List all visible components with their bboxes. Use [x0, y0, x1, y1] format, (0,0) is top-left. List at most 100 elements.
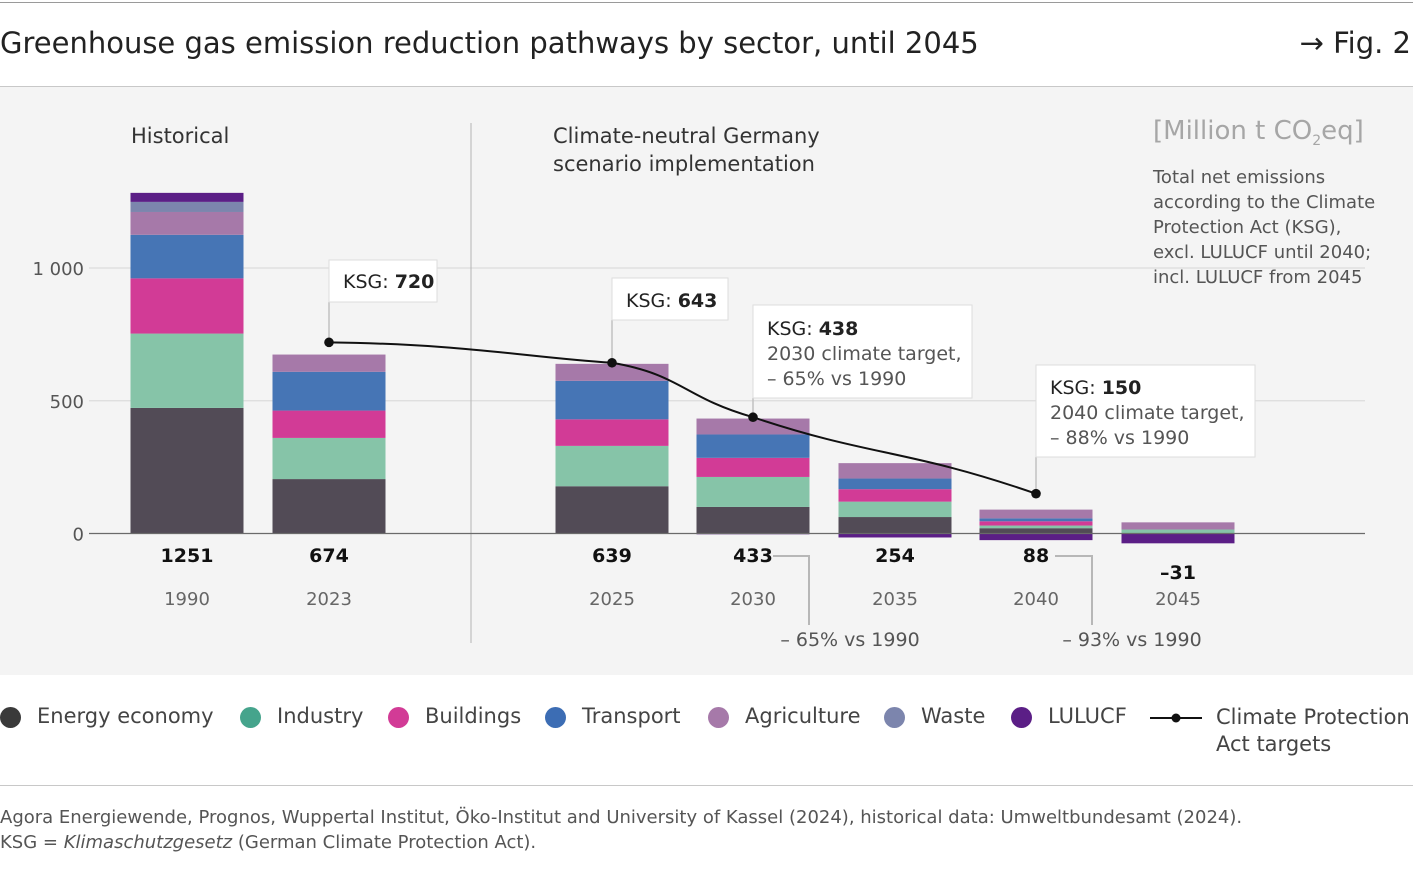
bar-2040-transport — [979, 518, 1093, 522]
note-line-5: incl. LULUCF from 2045 — [1153, 267, 1362, 288]
bar-1990-industry — [130, 333, 244, 408]
note-line-3: Protection Act (KSG), — [1153, 217, 1341, 238]
energy-economy-swatch-icon — [0, 707, 21, 728]
scenario-label-line2: scenario implementation — [553, 152, 815, 176]
reduction-label-2040: – 93% vs 1990 — [1062, 629, 1201, 651]
legend-label-lulucf: LULUCF — [1048, 704, 1127, 728]
legend-label-buildings: Buildings — [425, 704, 522, 728]
total-label-2023: 674 — [309, 545, 349, 567]
legend: Energy economy Industry Buildings Transp… — [0, 704, 1413, 764]
y-tick-label: 500 — [50, 392, 84, 413]
note-line-2: according to the Climate — [1153, 192, 1375, 213]
legend-label-energy-economy: Energy economy — [37, 704, 214, 728]
bar-2025-transport — [555, 380, 669, 420]
x-tick-label-2040: 2040 — [1013, 589, 1059, 610]
legend-item-targets: Climate Protection Act targets — [1148, 704, 1410, 758]
bar-2035-lulucf — [838, 533, 952, 538]
target-point-2040 — [1031, 488, 1041, 499]
legend-label-industry: Industry — [277, 704, 364, 728]
reduction-leader-2040 — [1055, 555, 1093, 625]
figure-number: → Fig. 2 — [1299, 26, 1411, 60]
bar-2045-lulucf — [1121, 533, 1235, 544]
target-point-2030 — [748, 412, 758, 423]
figure-title: Greenhouse gas emission reduction pathwa… — [0, 26, 979, 60]
callout-box-438 — [752, 304, 973, 399]
bar-2025-industry — [555, 445, 669, 487]
total-label-2040: 88 — [1023, 545, 1049, 567]
bar-2023-industry — [272, 437, 386, 480]
scenario-label-line1: Climate-neutral Germany — [553, 124, 820, 148]
callout-line-2040-reduction: – 88% vs 1990 — [1050, 427, 1189, 449]
bar-2035-agriculture — [838, 463, 952, 479]
bar-2023-transport — [272, 371, 386, 411]
callout-line-2030-target: 2030 climate target, — [767, 343, 962, 365]
agriculture-swatch-icon — [708, 707, 729, 728]
callout-text-720: KSG: 720 — [343, 271, 434, 293]
x-tick-label-1990: 1990 — [164, 589, 210, 610]
bar-2030-agriculture — [696, 418, 810, 435]
bar-2035-energy-economy — [838, 517, 952, 534]
bar-2023-buildings — [272, 410, 386, 438]
y-tick-label: 0 — [73, 525, 84, 546]
bar-2030-energy-economy — [696, 506, 810, 534]
total-label-2045: –31 — [1160, 562, 1196, 584]
callout-text-438: KSG: 438 — [767, 318, 858, 340]
callout-box-150 — [1035, 364, 1256, 458]
chart-panel: 0 500 1 000 Historical Climate-neutral Ger… — [0, 86, 1413, 675]
bar-1990-lulucf — [130, 192, 244, 202]
reduction-leader-2030 — [773, 555, 810, 625]
callout-box-720 — [328, 259, 438, 303]
y-tick-label: 1 000 — [32, 259, 84, 280]
total-label-1990: 1251 — [161, 545, 214, 567]
industry-swatch-icon — [240, 707, 261, 728]
callout-line-2030-reduction: – 65% vs 1990 — [767, 368, 906, 390]
callout-text-643: KSG: 643 — [626, 290, 717, 312]
x-tick-label-2035: 2035 — [872, 589, 918, 610]
total-label-2025: 639 — [592, 545, 632, 567]
bar-2030-buildings — [696, 457, 810, 477]
bar-2040-buildings — [979, 521, 1093, 526]
legend-label-waste: Waste — [921, 704, 986, 728]
target-point-2023 — [324, 337, 334, 348]
bar-2035-buildings — [838, 489, 952, 502]
source-line-2: KSG = Klimaschutzgesetz (German Climate … — [0, 832, 537, 853]
bar-2030-industry — [696, 476, 810, 507]
bar-2030-transport — [696, 434, 810, 458]
source-rule — [0, 785, 1413, 786]
target-line-icon — [1150, 713, 1202, 723]
callout-text-150: KSG: 150 — [1050, 377, 1141, 399]
top-rule — [0, 2, 1413, 3]
x-tick-label-2025: 2025 — [589, 589, 635, 610]
bar-1990-energy-economy — [130, 407, 244, 534]
callout-line-2040-target: 2040 climate target, — [1050, 402, 1245, 424]
legend-label-targets-line1: Climate Protection — [1216, 705, 1410, 729]
x-tick-label-2023: 2023 — [306, 589, 352, 610]
bar-2040-industry — [979, 525, 1093, 529]
source-line-1: Agora Energiewende, Prognos, Wuppertal I… — [0, 807, 1243, 828]
legend-item-waste: Waste — [884, 704, 985, 728]
bar-1990-transport — [130, 234, 244, 279]
legend-item-agriculture: Agriculture — [708, 704, 861, 728]
emissions-chart: 0 500 1 000 Historical Climate-neutral Ger… — [32, 116, 1375, 651]
target-point-2025 — [607, 357, 617, 368]
reduction-label-2030: – 65% vs 1990 — [780, 629, 919, 651]
buildings-swatch-icon — [388, 707, 409, 728]
source-note: Agora Energiewende, Prognos, Wuppertal I… — [0, 805, 1242, 855]
note-line-1: Total net emissions — [1152, 167, 1325, 188]
callout-box-643 — [611, 277, 729, 321]
legend-item-energy-economy: Energy economy — [0, 704, 214, 728]
bar-2035-transport — [838, 478, 952, 490]
bar-2040-lulucf — [979, 533, 1093, 541]
legend-item-buildings: Buildings — [388, 704, 521, 728]
waste-swatch-icon — [884, 707, 905, 728]
legend-label-targets-line2: Act targets — [1216, 732, 1332, 756]
bar-2025-agriculture — [555, 363, 669, 381]
total-label-2035: 254 — [875, 545, 915, 567]
x-tick-label-2045: 2045 — [1155, 589, 1201, 610]
bar-1990-buildings — [130, 278, 244, 334]
unit-label: [Million t CO2eq] — [1153, 116, 1364, 149]
lulucf-swatch-icon — [1011, 707, 1032, 728]
bar-2040-energy-economy — [979, 528, 1093, 534]
bar-2035-industry — [838, 501, 952, 518]
bar-2023-energy-economy — [272, 479, 386, 534]
